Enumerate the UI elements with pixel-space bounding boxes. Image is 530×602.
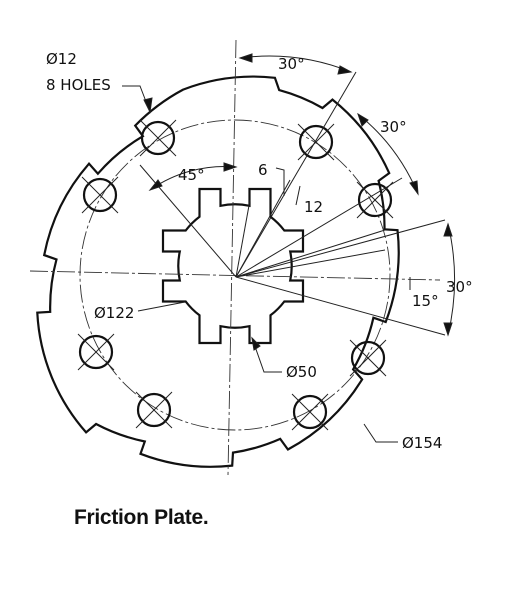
dimension-lines (122, 53, 455, 443)
center-bore (161, 187, 305, 345)
figure-caption: Friction Plate. (74, 506, 209, 529)
radial-lines (139, 71, 446, 336)
label-dia-122: Ø122 (94, 304, 134, 322)
hole (357, 182, 393, 218)
label-angle-30-right-upper: 30° (380, 118, 407, 136)
hole (140, 120, 176, 156)
hole (350, 340, 386, 376)
label-slot-6: 6 (258, 161, 268, 179)
hole-center-marks (77, 119, 394, 431)
label-angle-45: 45° (178, 166, 205, 184)
label-angle-30-top: 30° (278, 55, 305, 73)
outer-profile (36, 75, 400, 468)
label-hole-count: 8 HOLES (46, 76, 111, 94)
label-hole-dia: Ø12 (46, 50, 77, 68)
holes (78, 120, 393, 430)
hole (292, 394, 328, 430)
hole (78, 334, 114, 370)
hole (298, 124, 334, 160)
label-angle-15: 15° (412, 292, 439, 310)
label-slot-12: 12 (304, 198, 323, 216)
bolt-circle (79, 119, 391, 431)
vertical-centerline (227, 39, 237, 476)
hole (82, 177, 118, 213)
label-angle-30-right-lower: 30° (446, 278, 473, 296)
hole (136, 392, 172, 428)
label-dia-154: Ø154 (402, 434, 442, 452)
label-dia-50: Ø50 (286, 363, 317, 381)
